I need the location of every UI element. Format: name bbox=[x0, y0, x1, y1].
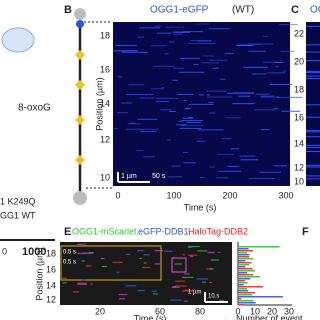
bead bbox=[73, 191, 87, 205]
hist-bar bbox=[238, 288, 248, 290]
hist-bar bbox=[238, 258, 254, 260]
label: 50 s bbox=[152, 173, 166, 180]
label: Position (µm) bbox=[94, 77, 104, 130]
label: eGFP-DDB1, bbox=[138, 226, 191, 236]
hist-bar bbox=[238, 250, 253, 252]
label: 16 bbox=[294, 112, 304, 122]
label: 0.5 s bbox=[63, 260, 76, 266]
label: E bbox=[64, 226, 71, 238]
label: Time (s) bbox=[184, 202, 217, 212]
roi-box bbox=[171, 257, 187, 273]
label: 60 bbox=[155, 306, 165, 316]
label: 14 bbox=[294, 138, 304, 148]
hist-bar bbox=[238, 290, 249, 292]
label: 300 bbox=[278, 190, 293, 200]
label: 1 µm bbox=[121, 173, 137, 180]
hist-bar bbox=[238, 256, 250, 258]
hist-bar bbox=[238, 268, 253, 270]
label: 20 bbox=[95, 306, 105, 316]
label: Time (s) bbox=[134, 313, 167, 320]
label: GG1 WT bbox=[0, 210, 36, 220]
label: 10 bbox=[100, 172, 110, 182]
hist-bar bbox=[238, 264, 250, 266]
protein bbox=[76, 20, 84, 28]
label: OGG1-mScarlet, bbox=[72, 226, 139, 236]
label: Position (µm) bbox=[34, 247, 44, 300]
label: 0 bbox=[2, 246, 7, 256]
hist-bar bbox=[238, 292, 256, 294]
lesion bbox=[75, 50, 85, 60]
hist-bar bbox=[238, 272, 248, 274]
hist-bar bbox=[238, 298, 242, 300]
hist-bar bbox=[238, 274, 254, 276]
hist-bar bbox=[238, 252, 248, 254]
label: 100 bbox=[166, 190, 181, 200]
label: HaloTag-DDB2 bbox=[188, 226, 248, 236]
label: 18 bbox=[100, 30, 110, 40]
label: Number of event bbox=[236, 313, 303, 320]
lesion bbox=[75, 155, 85, 165]
label: 0 bbox=[115, 190, 120, 200]
hist-bar bbox=[238, 278, 251, 280]
hist-bar bbox=[238, 286, 263, 288]
label: 18 bbox=[46, 248, 56, 258]
label: 1000 bbox=[22, 246, 46, 258]
kymograph bbox=[306, 22, 320, 186]
hist-bar bbox=[238, 284, 244, 286]
label: 30 bbox=[284, 306, 294, 316]
label: 80 bbox=[195, 306, 205, 316]
hist-bar bbox=[238, 296, 283, 298]
label: 200 bbox=[222, 190, 237, 200]
label: 8-oxoG bbox=[18, 103, 51, 114]
label: 16 bbox=[100, 64, 110, 74]
label: 10 s bbox=[208, 294, 219, 300]
hist-bar bbox=[238, 254, 250, 256]
lesion bbox=[75, 115, 85, 125]
inset-box bbox=[60, 245, 162, 281]
hist-bar bbox=[238, 260, 246, 262]
label: 10 bbox=[294, 176, 304, 186]
label: 20 bbox=[294, 56, 304, 66]
label: 18 bbox=[294, 84, 304, 94]
label: 10 bbox=[250, 306, 260, 316]
label: OGG1-eGFP bbox=[150, 5, 209, 16]
label: 1 µm bbox=[188, 290, 201, 296]
hist-bar bbox=[238, 280, 245, 282]
label: 20 bbox=[267, 306, 277, 316]
label: 14 bbox=[100, 98, 110, 108]
bead bbox=[74, 8, 86, 20]
label: (WT) bbox=[232, 5, 254, 16]
hist-bar bbox=[238, 246, 280, 248]
hist-bar bbox=[238, 266, 246, 268]
protein-cartoon bbox=[1, 27, 35, 53]
hist-bar bbox=[238, 300, 254, 302]
hist-bar bbox=[238, 262, 252, 264]
hist-bar bbox=[238, 302, 256, 304]
hist-bar bbox=[238, 270, 255, 272]
label: 0.5 s bbox=[63, 250, 76, 256]
label: 22 bbox=[294, 28, 304, 38]
decoration bbox=[0, 8, 320, 306]
label: 12 bbox=[46, 294, 56, 304]
label: 12 bbox=[294, 162, 304, 172]
hist-bar bbox=[238, 248, 249, 250]
hist-bar bbox=[238, 276, 260, 278]
label: 1 K249Q bbox=[0, 196, 36, 206]
hist-bar bbox=[238, 294, 253, 296]
label: OGG bbox=[310, 5, 320, 16]
lesion bbox=[75, 80, 85, 90]
hist-bar bbox=[238, 282, 248, 284]
label: F bbox=[302, 226, 309, 238]
label: 14 bbox=[46, 280, 56, 290]
label: B bbox=[64, 4, 72, 16]
hist-bar bbox=[238, 304, 244, 306]
label: 0 bbox=[235, 306, 240, 316]
label: 16 bbox=[46, 264, 56, 274]
label: 12 bbox=[100, 134, 110, 144]
label: C bbox=[291, 4, 299, 16]
